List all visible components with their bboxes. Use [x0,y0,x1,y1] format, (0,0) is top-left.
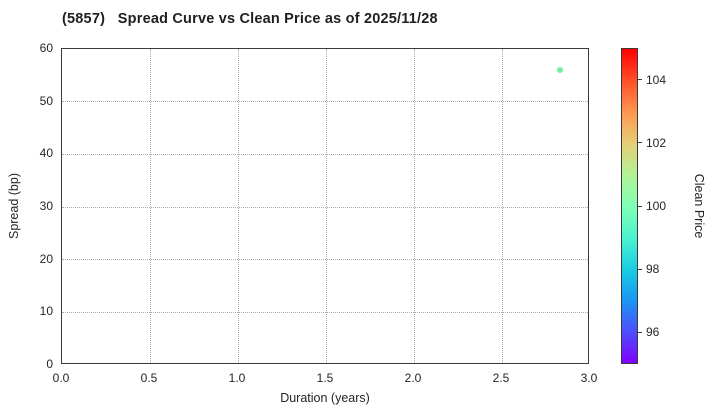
colorbar-tickmark [638,268,642,270]
colorbar-tick-label: 102 [646,135,667,150]
x-gridline [501,49,503,363]
y-tick-label: 60 [39,41,53,55]
x-tick-label: 0.0 [52,371,70,385]
y-gridline [62,311,588,313]
chart-title: (5857) Spread Curve vs Clean Price as of… [62,11,438,27]
colorbar-tick-label: 96 [646,325,660,340]
plot-area [61,48,589,364]
x-axis-label: Duration (years) [280,391,370,405]
x-tick-label: 1.5 [316,371,334,385]
colorbar-tick-label: 100 [646,199,667,213]
y-tick-label: 50 [39,93,53,108]
x-tick-label: 0.5 [140,371,158,385]
x-tick-label: 2.5 [492,371,510,385]
colorbar-tickmark [638,331,642,333]
data-point [557,67,564,74]
x-gridline [149,49,151,363]
y-tick-label: 10 [39,304,53,319]
x-gridline [413,49,415,363]
colorbar-tick-label: 98 [646,262,660,277]
x-gridline [325,49,327,363]
y-gridline [62,206,588,208]
y-gridline [62,259,588,261]
colorbar-tickmark [638,205,642,207]
y-tick-label: 20 [39,251,53,266]
colorbar [621,48,638,364]
y-tick-label: 0 [46,357,53,371]
x-tick-label: 1.0 [228,371,246,385]
x-gridline [237,49,239,363]
colorbar-label: Clean Price [692,173,706,239]
colorbar-tickmark [638,79,642,81]
x-tick-label: 2.0 [404,371,422,385]
y-tick-label: 40 [39,146,53,161]
colorbar-tick-label: 104 [646,72,667,87]
colorbar-tickmark [638,142,642,144]
y-gridline [62,153,588,155]
y-gridline [62,101,588,103]
y-tick-label: 30 [39,199,53,213]
x-tick-label: 3.0 [580,371,598,385]
